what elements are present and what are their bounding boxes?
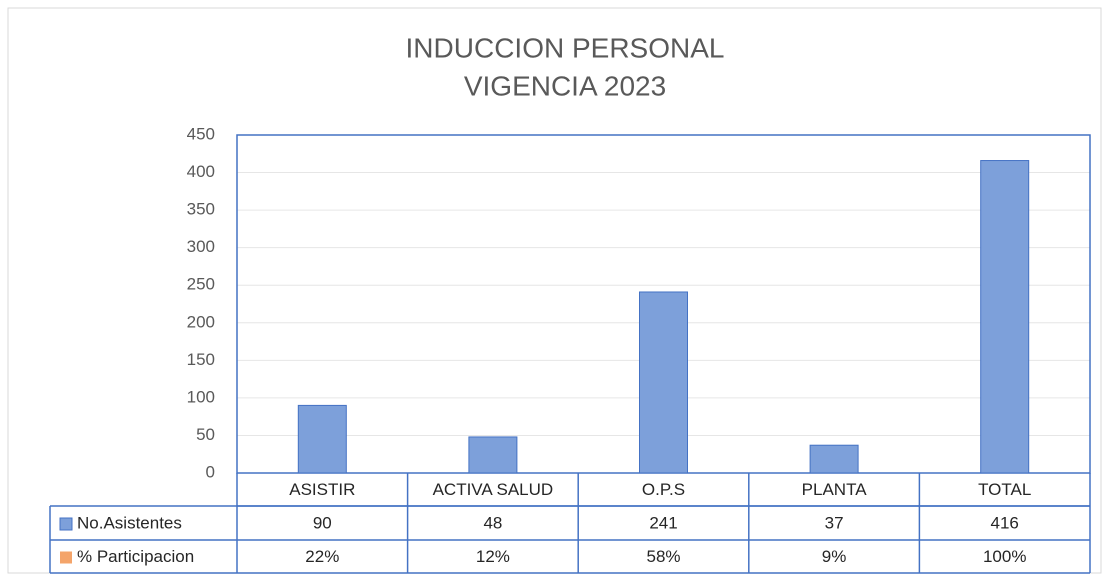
y-tick-label: 450 — [187, 124, 215, 143]
x-tick-label: PLANTA — [802, 480, 868, 499]
table-value: 9% — [822, 547, 847, 566]
x-tick-label: O.P.S — [642, 480, 685, 499]
table-value: 12% — [476, 547, 510, 566]
x-tick-label: ASISTIR — [289, 480, 355, 499]
table-value: 100% — [983, 547, 1026, 566]
legend-label: No.Asistentes — [77, 513, 182, 532]
table-value: 241 — [649, 513, 677, 532]
table-value: 37 — [825, 513, 844, 532]
y-tick-label: 300 — [187, 237, 215, 256]
table-value: 58% — [646, 547, 680, 566]
legend-key — [60, 551, 72, 564]
y-tick-label: 400 — [187, 162, 215, 181]
chart-title: VIGENCIA 2023 — [464, 70, 666, 101]
x-tick-label: ACTIVA SALUD — [433, 480, 554, 499]
chart-title: INDUCCION PERSONAL — [406, 32, 725, 63]
bar — [297, 404, 347, 474]
table-value: 48 — [483, 513, 502, 532]
y-tick-label: 150 — [187, 350, 215, 369]
y-tick-label: 50 — [196, 425, 215, 444]
table-value: 22% — [305, 547, 339, 566]
legend-label: % Participacion — [77, 547, 194, 566]
table-value: 90 — [313, 513, 332, 532]
y-tick-label: 200 — [187, 312, 215, 331]
legend-key — [59, 517, 73, 531]
y-tick-label: 350 — [187, 200, 215, 219]
y-tick-label: 250 — [187, 275, 215, 294]
y-tick-label: 100 — [187, 387, 215, 406]
bar — [809, 444, 859, 474]
bar — [980, 160, 1030, 474]
y-tick-label: 0 — [206, 462, 215, 481]
bar — [639, 291, 688, 474]
table-value: 416 — [991, 513, 1019, 532]
bar — [468, 436, 518, 474]
x-tick-label: TOTAL — [978, 480, 1031, 499]
